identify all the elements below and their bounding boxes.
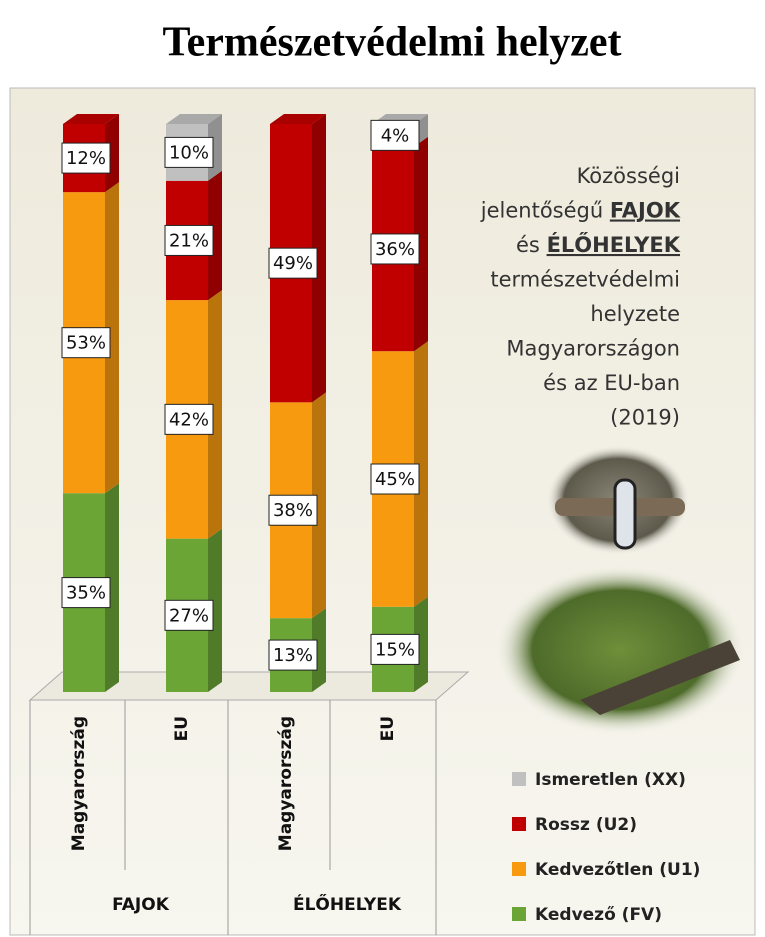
description-text: Magyarországon: [506, 337, 680, 361]
description-text: FAJOK: [610, 199, 681, 223]
data-label-box: [61, 327, 111, 359]
bar-side: [208, 290, 222, 539]
data-label-box: [61, 577, 111, 609]
description-text: helyzete: [590, 302, 680, 326]
data-label: 12%: [66, 148, 106, 169]
description-text: Közösségi: [577, 164, 680, 188]
bar-side: [208, 170, 222, 301]
bar-side: [414, 341, 428, 607]
legend-swatch: [512, 862, 526, 876]
bar-side: [312, 114, 326, 403]
legend-label: Kedvezőtlen (U1): [535, 860, 700, 880]
photo-log: [580, 640, 740, 715]
data-label-box: [61, 142, 111, 174]
description-line: helyzete: [590, 302, 680, 326]
data-label: 35%: [66, 583, 106, 604]
legend-label: Kedvező (FV): [535, 905, 662, 925]
data-label: 10%: [169, 142, 209, 163]
group-label: FAJOK: [112, 895, 170, 915]
bar-side: [312, 392, 326, 619]
data-label: 15%: [375, 639, 415, 660]
data-label-box: [370, 633, 420, 665]
x-tick-label: EU: [378, 716, 398, 741]
data-label: 45%: [375, 469, 415, 490]
bar-side: [414, 596, 428, 692]
description-line: Magyarországon: [506, 337, 680, 361]
description-text: ÉLŐHELYEK: [547, 232, 681, 257]
bar-side: [312, 608, 326, 692]
description-line: (2019): [610, 406, 680, 430]
description: Közösségi jelentőségű FAJOK és ÉLŐHELYEK te…: [480, 164, 681, 430]
legend-label: Ismeretlen (XX): [535, 770, 686, 790]
data-label: 21%: [169, 230, 209, 251]
bar-top: [166, 114, 222, 124]
description-text: természetvédelmi: [490, 268, 680, 292]
group-label: ÉLŐHELYEK: [293, 893, 402, 915]
description-line: Közösségi: [577, 164, 680, 188]
data-label-box: [370, 233, 420, 265]
data-label: 4%: [381, 125, 410, 146]
data-label: 42%: [169, 409, 209, 430]
description-line: és az EU-ban: [543, 371, 680, 395]
data-label-box: [268, 247, 318, 279]
bar-top: [270, 114, 326, 124]
data-label-box: [164, 599, 214, 631]
description-line: jelentőségű FAJOK: [480, 199, 681, 223]
legend-label: Rossz (U2): [535, 815, 637, 835]
data-label: 13%: [273, 645, 313, 666]
data-label-box: [268, 494, 318, 526]
data-label-box: [370, 119, 420, 151]
data-label: 53%: [66, 333, 106, 354]
floor: [28, 671, 470, 701]
data-label: 36%: [375, 239, 415, 260]
x-tick-label: Magyarország: [69, 716, 89, 851]
x-tick-label: Magyarország: [276, 716, 296, 851]
data-label-box: [164, 136, 214, 168]
legend-swatch: [512, 772, 526, 786]
x-tick-label: EU: [172, 716, 192, 741]
data-label-box: [164, 224, 214, 256]
data-label-box: [370, 463, 420, 495]
bar-side: [208, 528, 222, 692]
bar-top: [63, 114, 119, 124]
description-text: (2019): [610, 406, 680, 430]
description-line: természetvédelmi: [490, 268, 680, 292]
photo-insect: [613, 478, 637, 550]
bar-side: [105, 483, 119, 692]
data-label-box: [268, 639, 318, 671]
data-label: 49%: [273, 253, 313, 274]
data-label: 38%: [273, 500, 313, 521]
legend-swatch: [512, 817, 526, 831]
bar-side: [414, 136, 428, 352]
description-line: és ÉLŐHELYEK: [516, 232, 681, 257]
bar-side: [105, 182, 119, 494]
data-label-box: [164, 403, 214, 435]
legend-swatch: [512, 907, 526, 921]
chart-title: Természetvédelmi helyzet: [162, 20, 621, 66]
description-text: és az EU-ban: [543, 371, 680, 395]
photo-forest: [495, 565, 745, 735]
description-text: és: [516, 233, 547, 257]
description-text: jelentőségű: [480, 199, 610, 223]
data-label: 27%: [169, 605, 209, 626]
